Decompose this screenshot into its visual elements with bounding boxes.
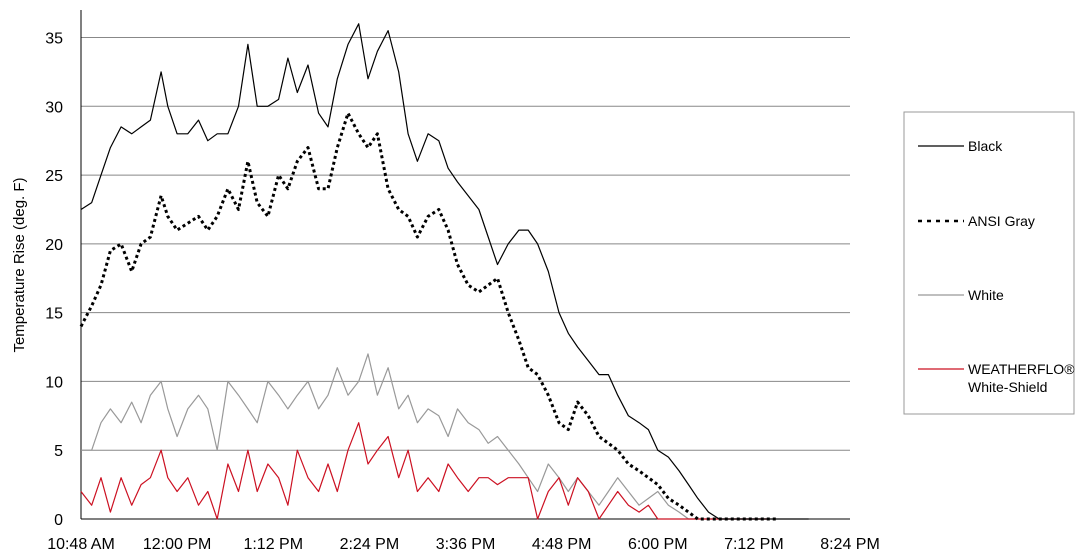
- legend-label-ansi-gray: ANSI Gray: [968, 213, 1035, 229]
- x-tick-label: 2:24 PM: [340, 536, 400, 553]
- series-line-black: [80, 23, 809, 520]
- x-tick-labels: 10:48 AM 12:00 PM 1:12 PM 2:24 PM 3:36 PM 4:4…: [47, 536, 880, 553]
- legend-label-weatherflo: WEATHERFLO® White-Shield: [968, 361, 1075, 395]
- series-line-white: [81, 353, 769, 520]
- y-tick-label: 35: [45, 31, 63, 48]
- series-line-weatherflo-white-shield: [80, 422, 769, 520]
- y-tick-label: 20: [45, 237, 63, 254]
- y-tick-label: 30: [45, 99, 63, 116]
- gridlines: [81, 37, 850, 451]
- legend-label-white: White: [968, 287, 1004, 303]
- y-tick-label: 15: [45, 306, 63, 323]
- series-group: [79, 23, 809, 521]
- y-tick-labels: 0 5 10 15 20 25 30 35: [45, 31, 63, 529]
- y-tick-label: 25: [45, 168, 63, 185]
- x-tick-label: 8:24 PM: [820, 536, 880, 553]
- x-tick-label: 12:00 PM: [143, 536, 211, 553]
- y-axis-label: Temperature Rise (deg. F): [11, 177, 28, 352]
- x-tick-label: 1:12 PM: [243, 536, 303, 553]
- y-tick-label: 5: [54, 443, 63, 460]
- x-tick-label: 6:00 PM: [628, 536, 688, 553]
- x-tick-label: 7:12 PM: [724, 536, 784, 553]
- x-tick-label: 3:36 PM: [436, 536, 496, 553]
- y-tick-label: 10: [45, 374, 63, 391]
- x-tick-label: 10:48 AM: [47, 536, 115, 553]
- y-tick-label: 0: [54, 512, 63, 529]
- axes: [80, 10, 850, 520]
- legend-label-black: Black: [968, 138, 1003, 154]
- x-tick-label: 4:48 PM: [532, 536, 592, 553]
- legend: Black ANSI Gray White WEATHERFLO® White-S…: [903, 111, 1075, 415]
- series-line-ansi-gray: [79, 111, 778, 521]
- legend-box: [903, 111, 1075, 415]
